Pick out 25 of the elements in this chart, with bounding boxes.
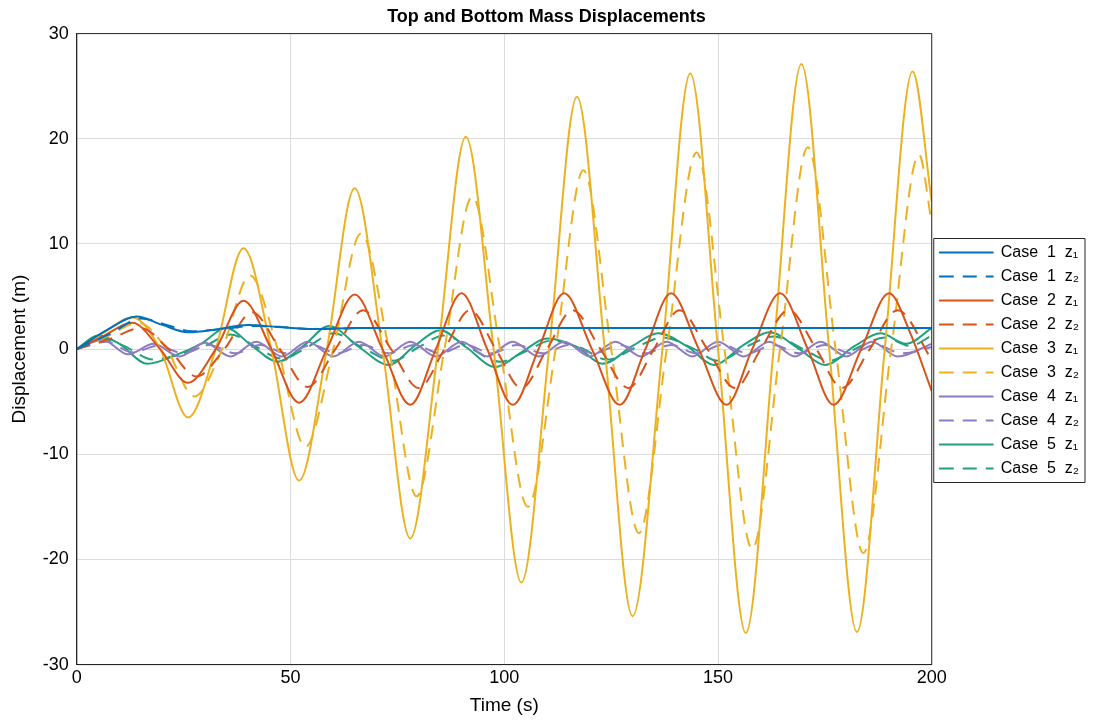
legend-label: Case 4 z₁ [1000,386,1079,404]
y-tick-label: 20 [48,127,69,148]
x-tick-label: 50 [280,667,301,688]
y-axis-title: Displacement (m) [7,274,29,424]
legend-label: Case 1 z₂ [1000,266,1080,284]
x-tick-label: 0 [71,667,82,688]
legend-label: Case 2 z₁ [1000,290,1079,308]
x-axis-title: Time (s) [469,693,539,715]
y-tick-label: -10 [42,443,69,464]
chart-title: Top and Bottom Mass Displacements [387,5,706,26]
legend-label: Case 3 z₂ [1000,362,1080,380]
legend-label: Case 5 z₁ [1000,434,1079,452]
x-tick-label: 200 [916,667,947,688]
x-tick-label: 150 [703,667,734,688]
y-tick-label: 0 [58,338,69,359]
y-tick-label: 30 [48,22,69,43]
x-tick-label: 100 [489,667,520,688]
y-tick-label: -30 [42,653,69,674]
legend-label: Case 5 z₂ [1000,458,1080,476]
legend-label: Case 2 z₂ [1000,314,1080,332]
y-tick-label: 10 [48,232,69,253]
legend-label: Case 4 z₂ [1000,410,1080,428]
legend-label: Case 1 z₁ [1000,242,1079,260]
legend-label: Case 3 z₁ [1000,338,1079,356]
y-tick-label: -20 [42,548,69,569]
